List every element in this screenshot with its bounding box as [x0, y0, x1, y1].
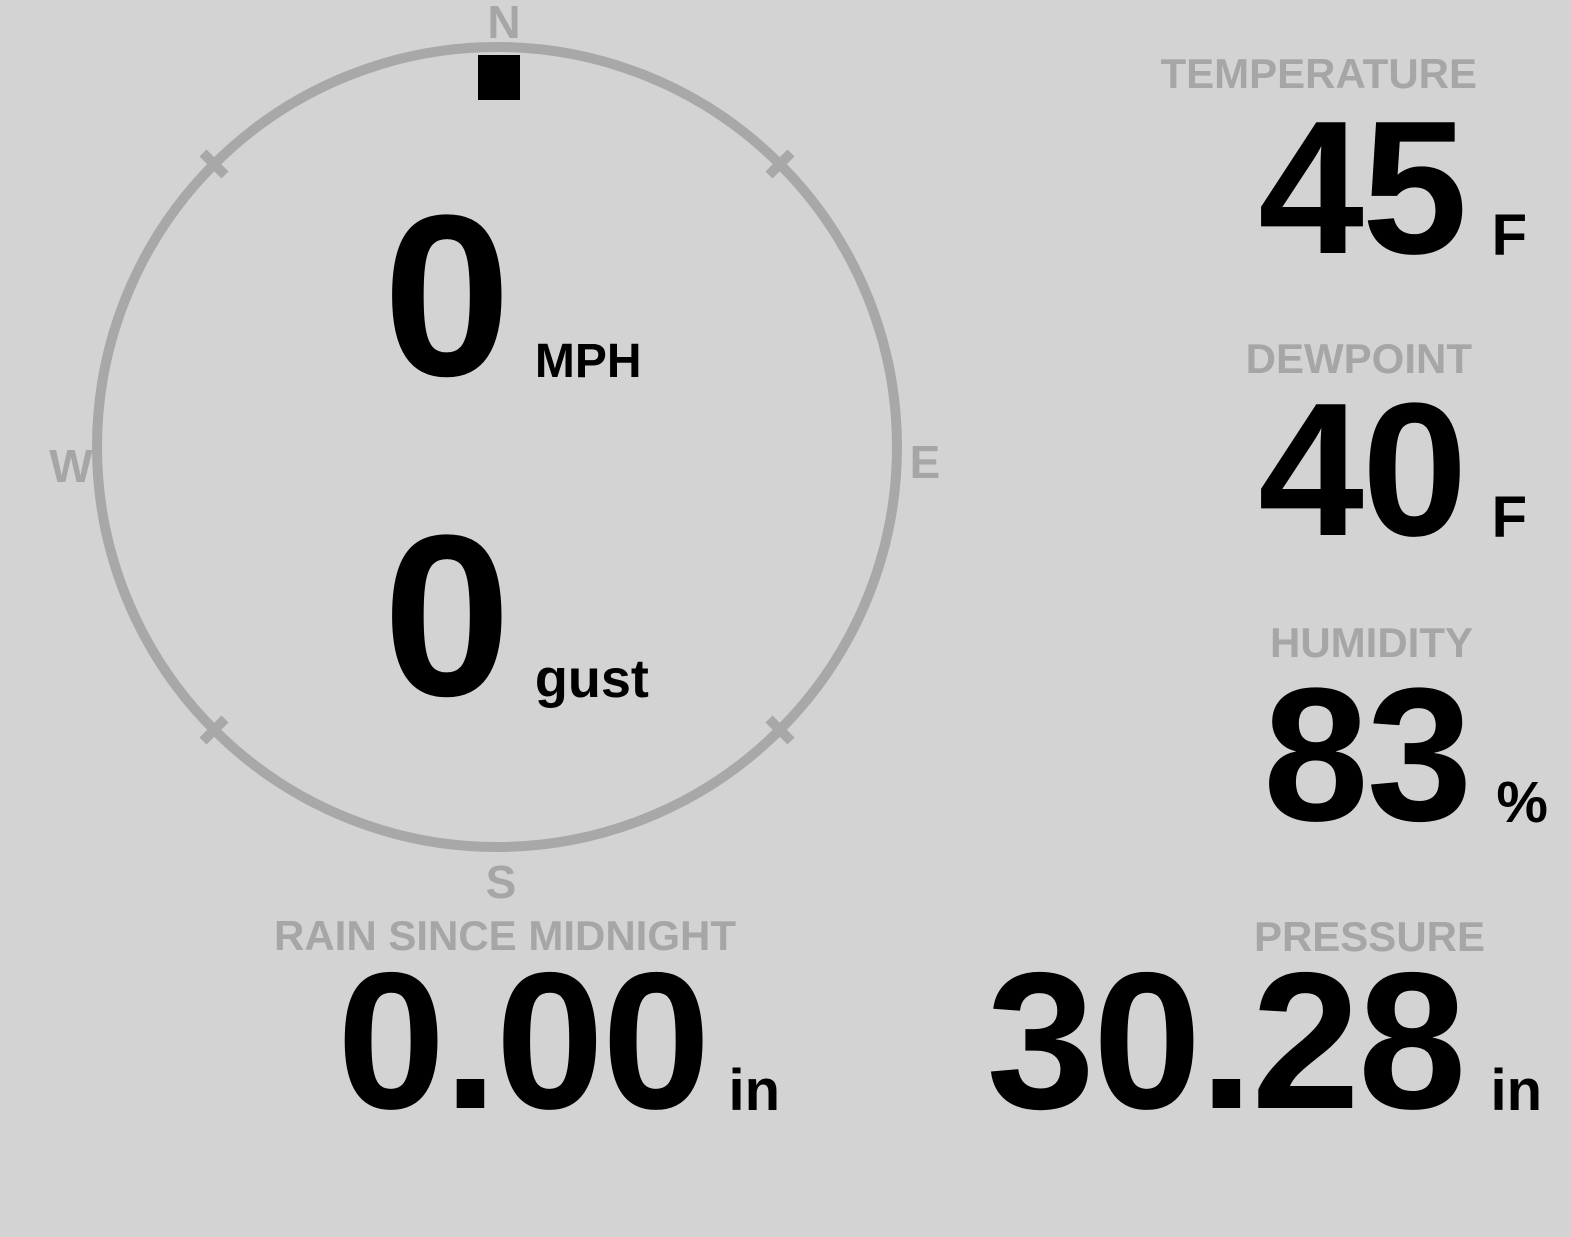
wind-gust-value: 0 — [383, 487, 511, 744]
wind-speed: 0 MPH — [383, 181, 642, 411]
humidity-value: 83 — [1263, 649, 1472, 861]
pressure-unit: in — [1490, 1058, 1542, 1123]
wind-speed-value: 0 — [383, 167, 511, 424]
dewpoint-reading: 40 F — [1258, 375, 1527, 565]
wind-gust: 0 gust — [383, 501, 649, 731]
rain-since-midnight-label: RAIN SINCE MIDNIGHT — [274, 912, 736, 959]
pressure-reading: 30.28 in — [986, 944, 1542, 1139]
dewpoint-unit: F — [1491, 485, 1527, 550]
dewpoint-value: 40 — [1258, 364, 1467, 576]
rain-since-midnight-value: 0.00 — [337, 932, 711, 1150]
pressure-label: PRESSURE — [1253, 913, 1485, 960]
cardinal-north: N — [487, 0, 521, 48]
wind-direction-marker — [478, 55, 520, 100]
temperature-reading: 45 F — [1258, 93, 1527, 283]
cardinal-east: E — [909, 436, 941, 488]
cardinal-west: W — [49, 440, 93, 492]
wind-gust-unit: gust — [534, 649, 649, 709]
rain-since-midnight-unit: in — [728, 1058, 781, 1123]
humidity-reading: 83 % — [1263, 660, 1548, 850]
compass-tick-nw — [199, 149, 229, 179]
compass-tick-ne — [765, 149, 795, 179]
temperature-label: TEMPERATURE — [1160, 50, 1477, 97]
temperature-value: 45 — [1258, 82, 1467, 294]
humidity-unit: % — [1496, 770, 1548, 835]
humidity-label: HUMIDITY — [1270, 619, 1473, 666]
dewpoint-label: DEWPOINT — [1245, 335, 1472, 382]
rain-since-midnight-reading: 0.00 in — [337, 944, 780, 1139]
cardinal-south: S — [485, 856, 517, 908]
pressure-value: 30.28 — [986, 932, 1466, 1150]
compass-ring — [92, 42, 902, 852]
temperature-unit: F — [1491, 203, 1527, 268]
compass-tick-sw — [199, 715, 229, 745]
wind-speed-unit: MPH — [534, 335, 642, 388]
compass-tick-se — [765, 715, 795, 745]
